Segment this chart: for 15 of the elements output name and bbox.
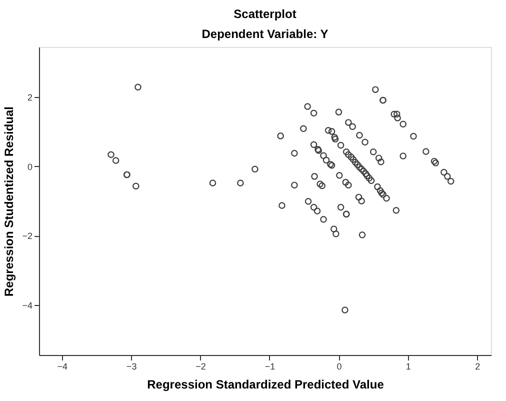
x-tick-label: 0 [336,362,342,372]
y-tick-label: −2 [22,231,32,242]
x-tick-label: −2 [196,362,206,372]
x-axis-title: Regression Standardized Predicted Value [147,378,384,392]
y-tick-label: −4 [22,300,32,310]
x-tick-label: 2 [475,362,480,372]
x-tick-label: 1 [406,362,411,372]
x-tick-label: −3 [126,362,137,372]
y-axis-title: Regression Studentized Residual [2,106,16,297]
y-tick-label: 2 [27,92,32,103]
x-tick-label: −4 [57,362,68,372]
y-tick-label: 0 [27,162,32,172]
chart-title: Scatterplot [234,7,296,21]
x-tick-label: −1 [264,362,276,372]
chart-subtitle: Dependent Variable: Y [202,27,328,41]
